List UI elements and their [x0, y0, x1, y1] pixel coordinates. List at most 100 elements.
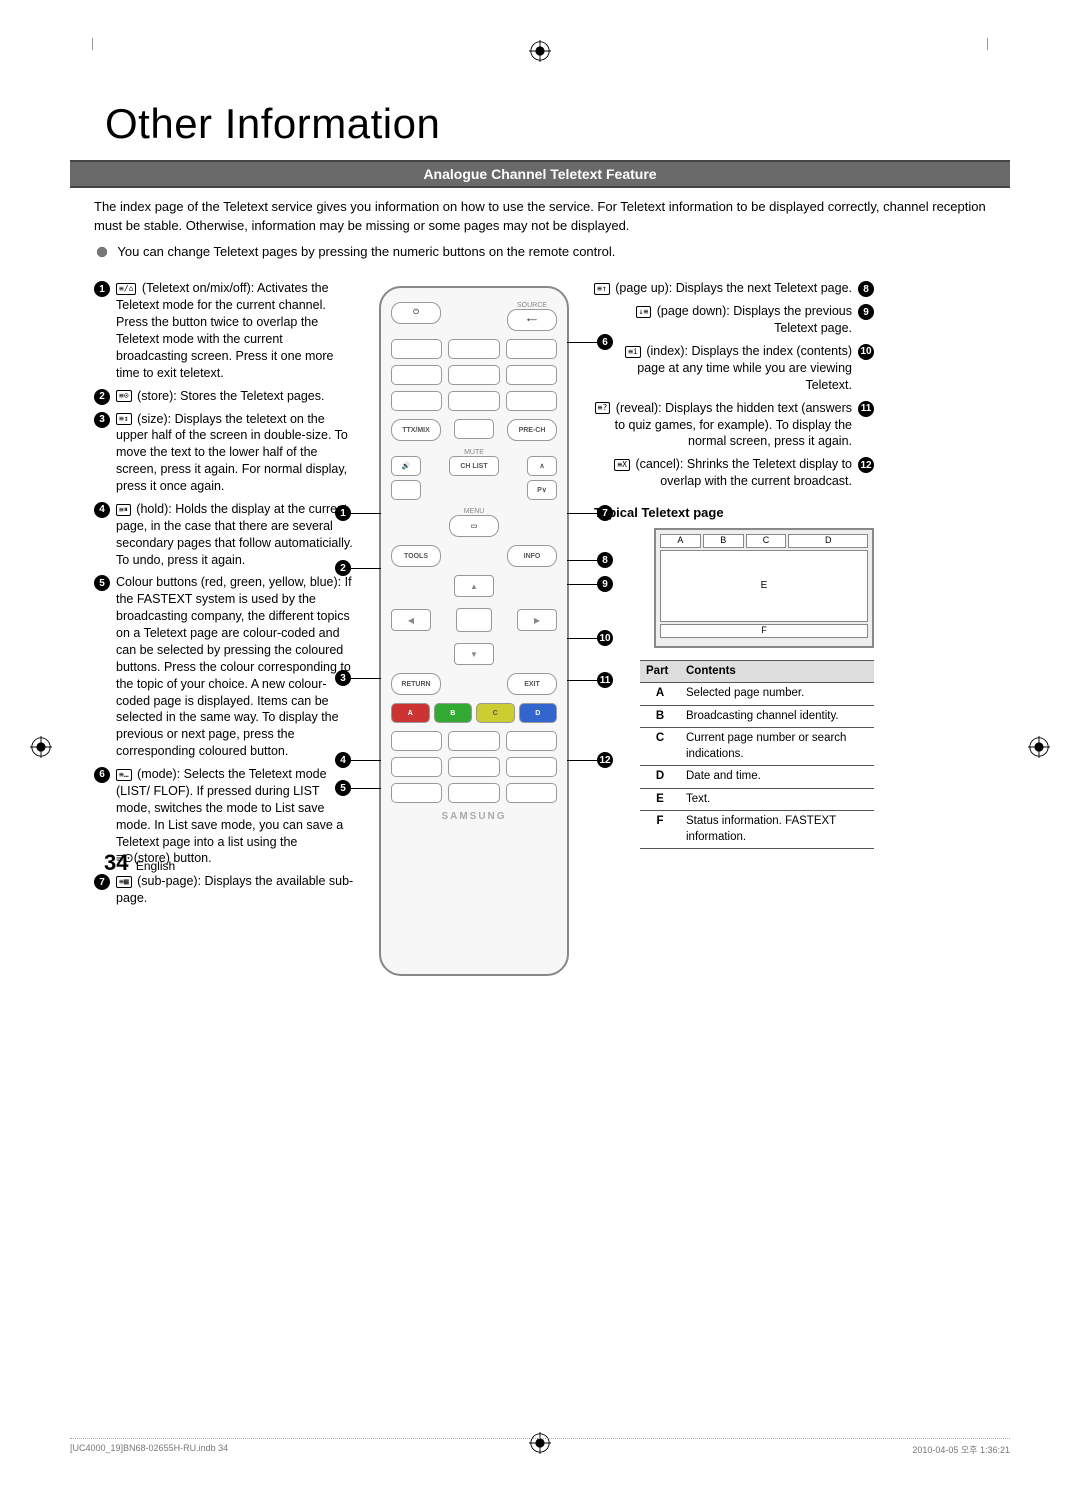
- teletext-icon: ≡X: [614, 459, 630, 471]
- vol-up-button[interactable]: 🔊: [391, 456, 421, 476]
- part-cell: C: [640, 728, 680, 766]
- func-button[interactable]: [506, 783, 557, 803]
- num-button[interactable]: [448, 391, 499, 411]
- item-text: ≡? (reveal): Displays the hidden text (a…: [594, 400, 852, 451]
- callout-line: [351, 788, 381, 789]
- footer-left: [UC4000_19]BN68-02655H-RU.indb 34: [70, 1443, 228, 1456]
- func-button[interactable]: [506, 731, 557, 751]
- dpad-left[interactable]: ◀: [391, 609, 431, 631]
- item-text: ≡▦ (sub-page): Displays the available su…: [116, 873, 354, 907]
- brand-label: SAMSUNG: [391, 811, 557, 822]
- menu-button[interactable]: ▭: [449, 515, 499, 537]
- teletext-icon: ≡↑: [594, 283, 610, 295]
- section-heading: Analogue Channel Teletext Feature: [70, 160, 1010, 188]
- p-label: P: [537, 487, 542, 494]
- item-text: ≡↑ (page up): Displays the next Teletext…: [594, 280, 852, 297]
- item-number-icon: 6: [94, 767, 110, 783]
- color-a-button[interactable]: A: [391, 703, 430, 723]
- exit-button[interactable]: EXIT: [507, 673, 557, 695]
- ttx-button[interactable]: TTX/MIX: [391, 419, 441, 441]
- num-button[interactable]: [448, 365, 499, 385]
- num-button[interactable]: [506, 339, 557, 359]
- item-text: ≡/⌂ (Teletext on/mix/off): Activates the…: [116, 280, 354, 381]
- part-cell: E: [640, 788, 680, 811]
- contents-cell: Text.: [680, 788, 874, 811]
- zero-button[interactable]: [454, 419, 494, 439]
- contents-cell: Status information. FASTEXT information.: [680, 811, 874, 849]
- item-number-icon: 9: [858, 304, 874, 320]
- teletext-icon: ≡…: [116, 769, 132, 781]
- item-number-icon: 4: [94, 502, 110, 518]
- remote-control: ⏻ SOURCE ⟵ TTX/MIX PRE-CH: [379, 286, 569, 976]
- dpad-up[interactable]: ▲: [454, 575, 494, 597]
- color-c-button[interactable]: C: [476, 703, 515, 723]
- power-button[interactable]: ⏻: [391, 302, 441, 324]
- chlist-button[interactable]: CH LIST: [449, 456, 499, 476]
- source-label: SOURCE: [517, 302, 547, 309]
- item-number-icon: 3: [94, 412, 110, 428]
- func-button[interactable]: [506, 757, 557, 777]
- content-row: 1 ≡/⌂ (Teletext on/mix/off): Activates t…: [94, 280, 986, 976]
- item-number-icon: 10: [858, 344, 874, 360]
- func-button[interactable]: [448, 783, 499, 803]
- color-d-button[interactable]: D: [519, 703, 558, 723]
- num-button[interactable]: [506, 365, 557, 385]
- page-title: Other Information: [105, 100, 1010, 148]
- callout-line: [567, 584, 597, 585]
- dpad-ok[interactable]: [456, 608, 492, 632]
- teletext-icon: ≡↕: [116, 413, 132, 425]
- vol-down-button[interactable]: [391, 480, 421, 500]
- feature-item: 7 ≡▦ (sub-page): Displays the available …: [94, 873, 354, 907]
- num-button[interactable]: [391, 391, 442, 411]
- callout-line: [567, 760, 597, 761]
- callout-line: [567, 560, 597, 561]
- feature-item: ≡i (index): Displays the index (contents…: [594, 343, 874, 394]
- callout-line: [567, 513, 597, 514]
- item-number-icon: 2: [94, 389, 110, 405]
- table-row: FStatus information. FASTEXT information…: [640, 811, 874, 849]
- teletext-icon: ↓≡: [636, 306, 652, 318]
- note-text: You can change Teletext pages by pressin…: [94, 244, 986, 261]
- feature-item: 3 ≡↕ (size): Displays the teletext on th…: [94, 411, 354, 495]
- tools-button[interactable]: TOOLS: [391, 545, 441, 567]
- table-row: ASelected page number.: [640, 683, 874, 706]
- func-button[interactable]: [391, 783, 442, 803]
- func-button[interactable]: [391, 757, 442, 777]
- func-button[interactable]: [448, 731, 499, 751]
- num-button[interactable]: [391, 365, 442, 385]
- page: Other Information Analogue Channel Telet…: [0, 0, 1080, 976]
- num-button[interactable]: [506, 391, 557, 411]
- right-column: ≡↑ (page up): Displays the next Teletext…: [594, 280, 874, 976]
- dpad: ▲ ▼ ◀ ▶: [391, 575, 557, 665]
- callout-line: [567, 680, 597, 681]
- dpad-down[interactable]: ▼: [454, 643, 494, 665]
- feature-item: 1 ≡/⌂ (Teletext on/mix/off): Activates t…: [94, 280, 354, 381]
- typical-cell-d: D: [788, 534, 868, 548]
- color-b-button[interactable]: B: [434, 703, 473, 723]
- footer: [UC4000_19]BN68-02655H-RU.indb 34 2010-0…: [70, 1438, 1010, 1456]
- num-button[interactable]: [391, 339, 442, 359]
- callout-line: [351, 760, 381, 761]
- callout-line: [567, 638, 597, 639]
- ch-down-button[interactable]: P∨: [527, 480, 557, 500]
- ch-up-button[interactable]: ∧: [527, 456, 557, 476]
- item-text: ≡X (cancel): Shrinks the Teletext displa…: [594, 456, 852, 490]
- dpad-right[interactable]: ▶: [517, 609, 557, 631]
- contents-cell: Selected page number.: [680, 683, 874, 706]
- source-button[interactable]: ⟵: [507, 309, 557, 331]
- info-button[interactable]: INFO: [507, 545, 557, 567]
- func-button[interactable]: [448, 757, 499, 777]
- func-button[interactable]: [391, 731, 442, 751]
- num-button[interactable]: [448, 339, 499, 359]
- prech-button[interactable]: PRE-CH: [507, 419, 557, 441]
- page-lang: English: [136, 859, 175, 873]
- remote-column: ⏻ SOURCE ⟵ TTX/MIX PRE-CH: [354, 280, 594, 976]
- parts-head-contents: Contents: [680, 660, 874, 683]
- contents-cell: Broadcasting channel identity.: [680, 705, 874, 728]
- intro-text: The index page of the Teletext service g…: [94, 198, 986, 236]
- note-content: You can change Teletext pages by pressin…: [117, 244, 615, 259]
- return-button[interactable]: RETURN: [391, 673, 441, 695]
- page-number: 34 English: [104, 850, 175, 876]
- item-number-icon: 8: [858, 281, 874, 297]
- callout-line: [351, 568, 381, 569]
